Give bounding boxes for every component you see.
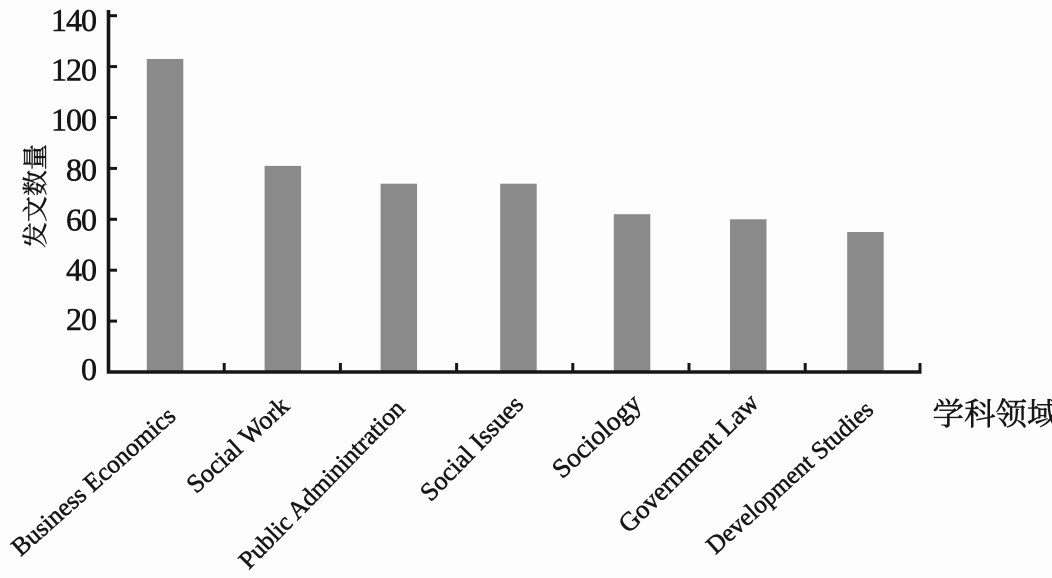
svg-text:20: 20 [66, 301, 96, 337]
svg-text:Social Issues: Social Issues [414, 390, 529, 507]
svg-text:120: 120 [51, 52, 96, 88]
svg-text:60: 60 [66, 201, 96, 237]
svg-text:Social Work: Social Work [181, 391, 295, 499]
svg-text:100: 100 [51, 102, 96, 138]
svg-text:80: 80 [66, 152, 96, 188]
svg-text:Business Economics: Business Economics [6, 402, 181, 562]
svg-text:Sociology: Sociology [546, 387, 647, 483]
svg-text:140: 140 [51, 2, 96, 38]
svg-text:0: 0 [81, 351, 96, 387]
svg-text:40: 40 [66, 251, 96, 287]
